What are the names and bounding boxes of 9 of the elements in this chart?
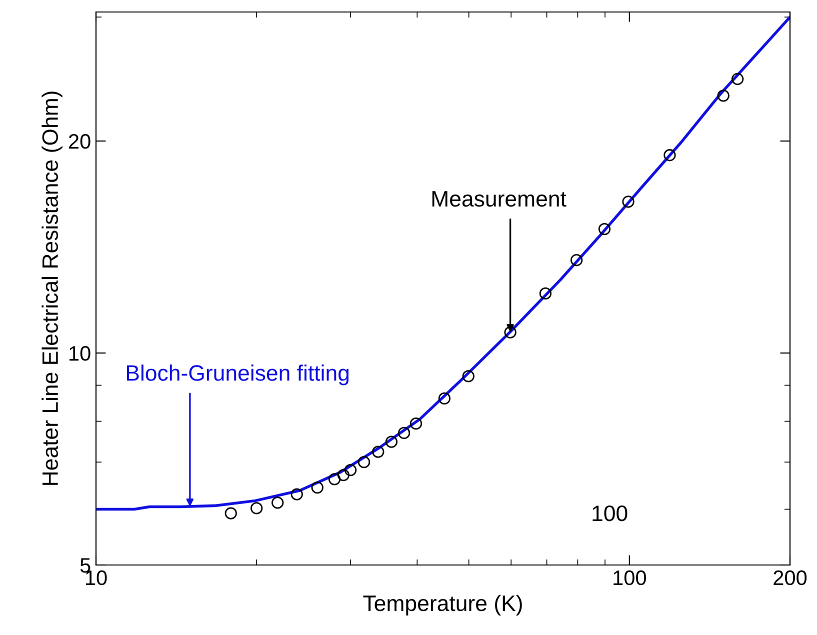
y-tick-label: 20 xyxy=(69,134,90,149)
x-axis-title: Temperature (K) xyxy=(363,594,522,616)
annotation: 100 xyxy=(592,505,628,522)
annotation: Measurement xyxy=(432,191,566,207)
y-tick-label: 10 xyxy=(70,346,90,361)
x-tick-label: 200 xyxy=(774,570,807,586)
annotation: Bloch-Gruneisen fitting xyxy=(126,364,349,386)
y-axis-title: Heater Line Electrical Resistance (Ohm) xyxy=(42,92,62,485)
x-tick-label: 100 xyxy=(614,570,646,586)
